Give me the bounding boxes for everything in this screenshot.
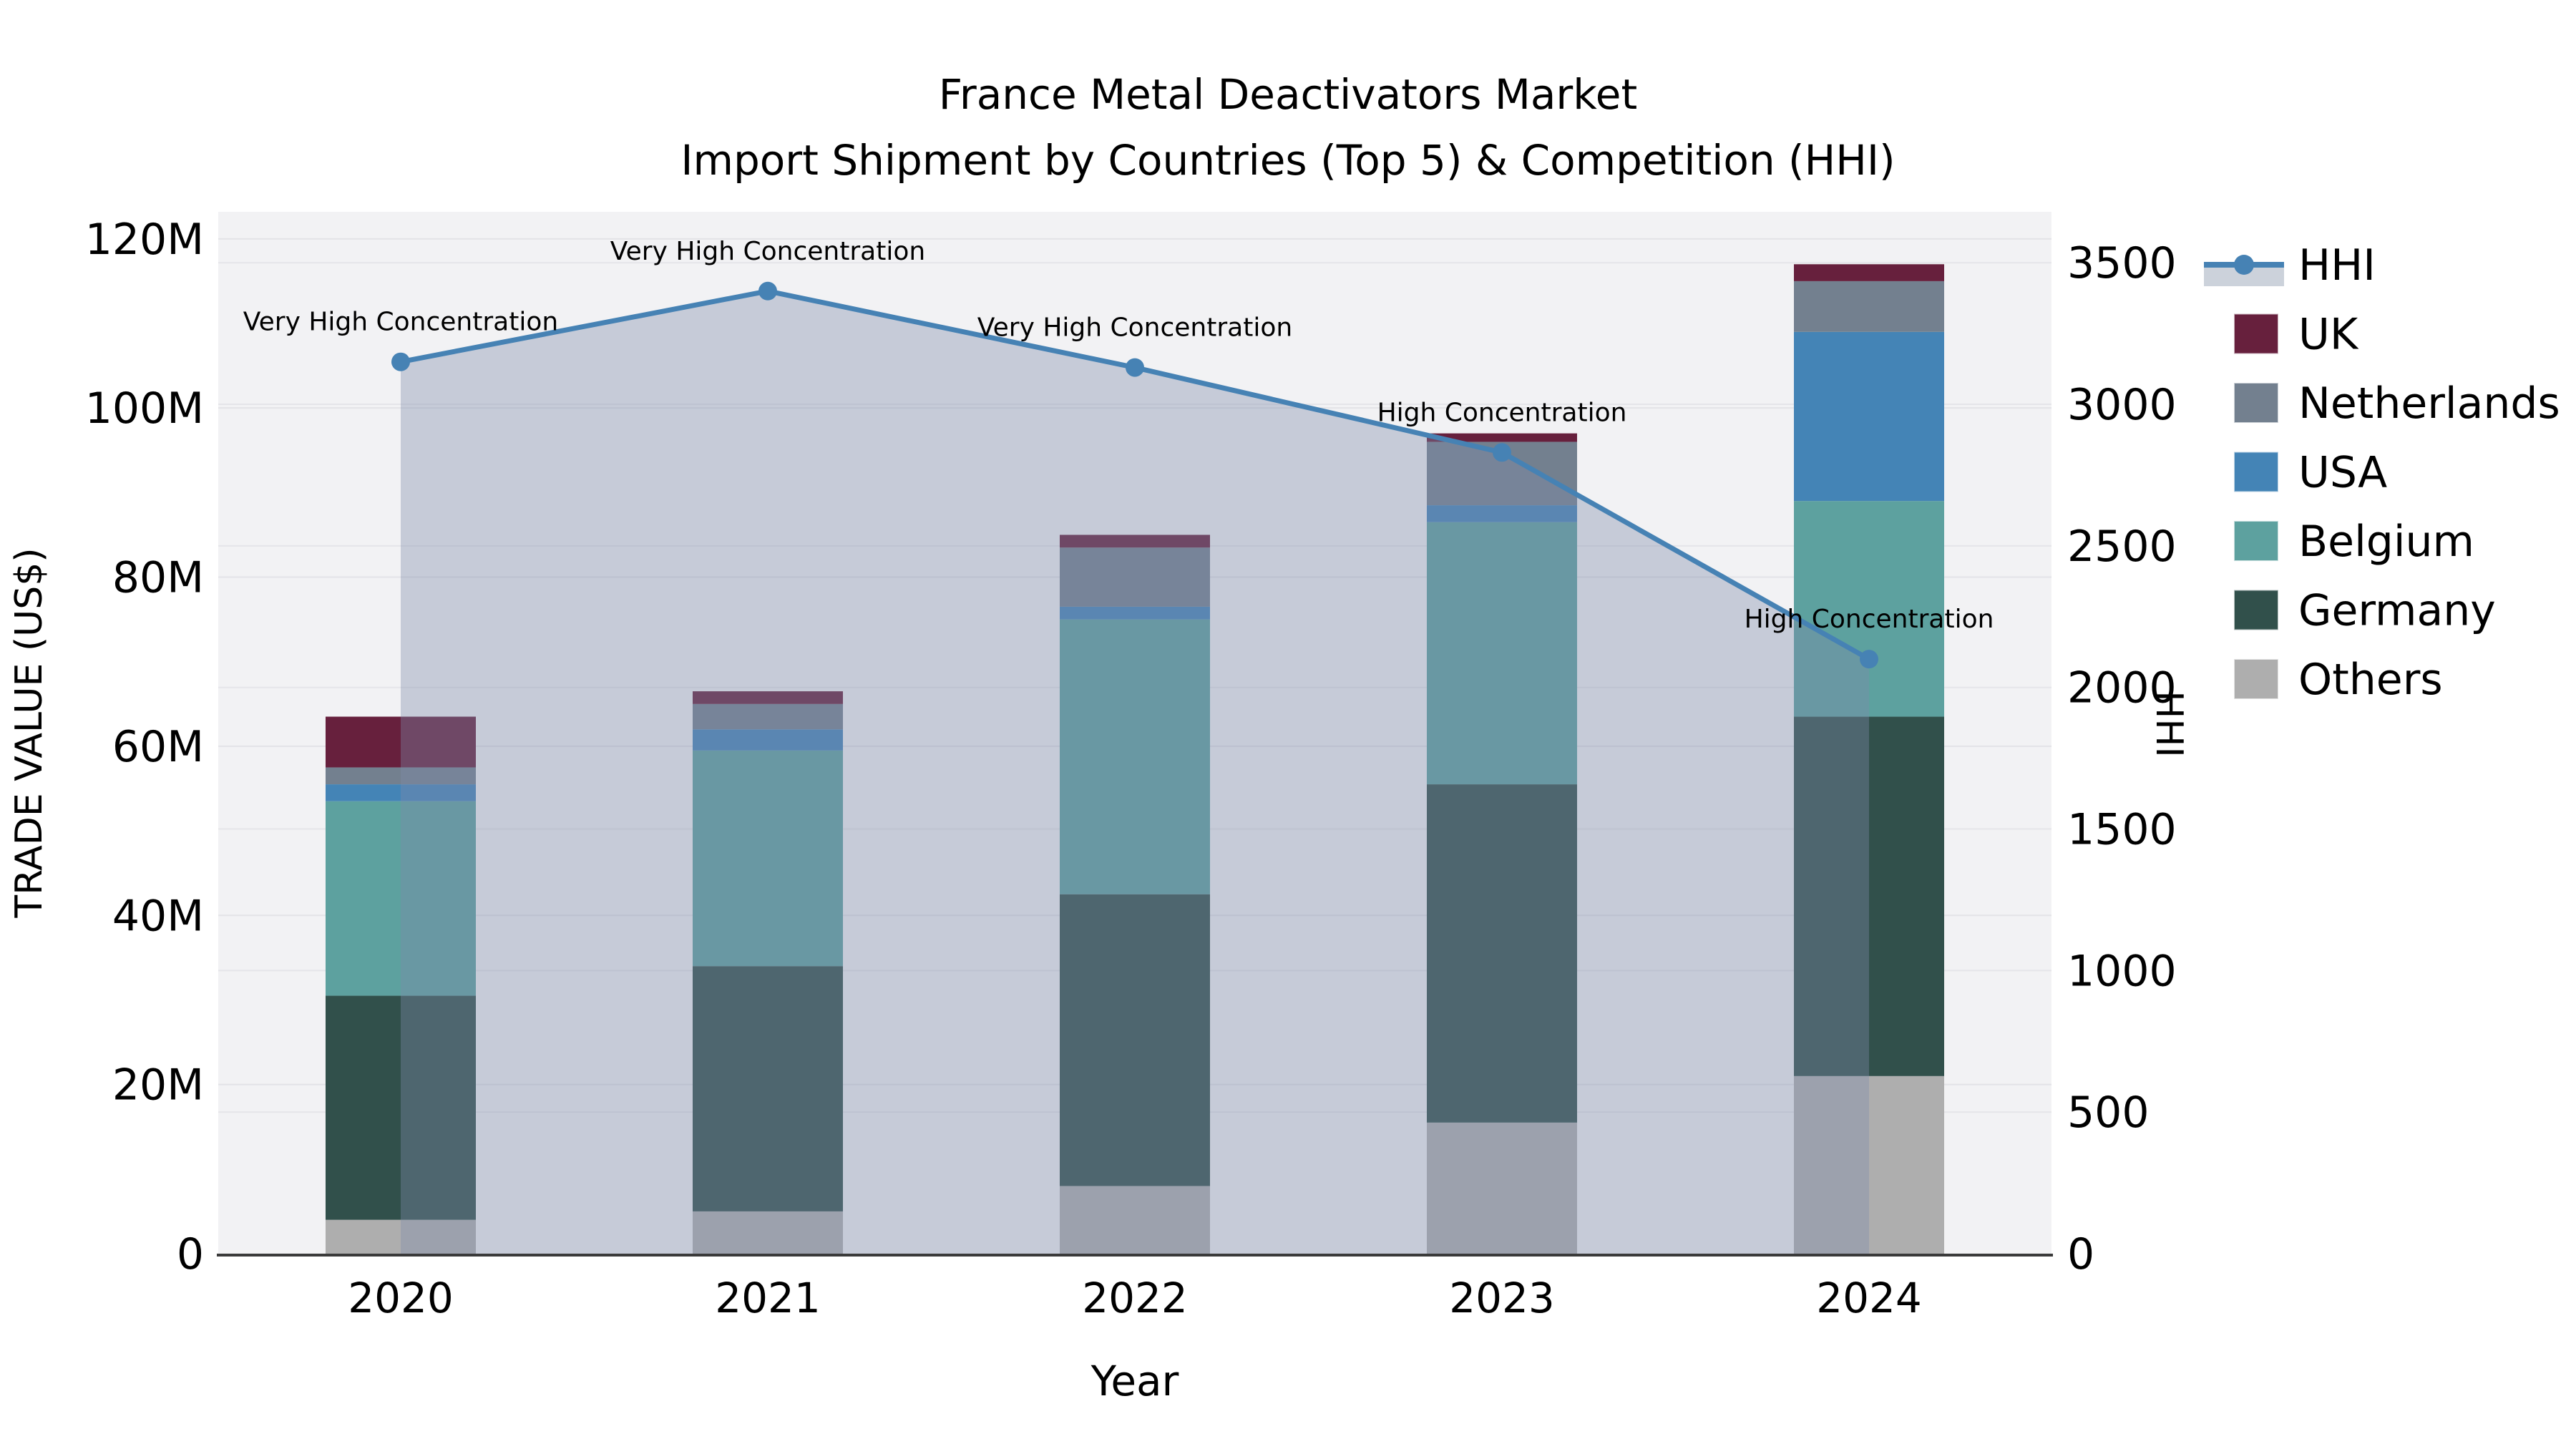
bar-segment-others-2020 — [326, 1219, 476, 1254]
hhi-area-fill — [401, 291, 1869, 1254]
hhi-marker-2023 — [1493, 443, 1511, 462]
bar-segment-uk-2020 — [326, 716, 476, 768]
y-left-tick-20M: 20M — [112, 1060, 204, 1111]
legend-swatch-belgium — [2233, 520, 2279, 562]
annotations-layer: Very High Concentration Very High Concent… — [243, 237, 1994, 634]
legend-swatch-uk — [2233, 313, 2279, 355]
legend-item-others: Others — [2233, 655, 2443, 705]
bar-segment-belgium-2023 — [1427, 522, 1577, 785]
hhi-area-layer — [401, 291, 1869, 1254]
hhi-marker-2020 — [391, 352, 410, 371]
chart-title-line1: France Metal Deactivators Market — [939, 70, 1637, 119]
bar-segment-belgium-2024 — [1794, 501, 1944, 717]
y-right-tick-2500: 2500 — [2067, 522, 2177, 572]
y-left-tick-60M: 60M — [112, 722, 204, 772]
legend-item-belgium: Belgium — [2233, 517, 2474, 567]
x-tick-2023: 2023 — [1449, 1274, 1555, 1322]
legend: HHI UK Netherlands USA Belgium Germany Others — [2204, 240, 2560, 705]
bar-segment-uk-2021 — [693, 691, 843, 704]
annotation-2021: Very High Concentration — [610, 237, 925, 266]
annotation-2022: Very High Concentration — [977, 313, 1292, 343]
legend-hhi-marker-sample — [2234, 255, 2254, 275]
y-left-tick-40M: 40M — [112, 891, 204, 941]
y-left-axis-title: TRADE VALUE (US$) — [8, 547, 51, 918]
legend-swatch-netherlands — [2233, 382, 2279, 424]
tick-labels-layer: 0 20M 40M 60M 80M 100M 120M 0 500 1000 1500 2000 250… — [85, 215, 2177, 1322]
bar-segment-usa-2024 — [1794, 331, 1944, 502]
y-right-tick-2000: 2000 — [2067, 663, 2177, 713]
x-axis-title: Year — [1091, 1357, 1179, 1405]
hhi-marker-2021 — [758, 281, 777, 301]
annotation-2023: High Concentration — [1377, 398, 1627, 427]
bar-segment-germany-2024 — [1794, 716, 1944, 1076]
bar-segment-others-2024 — [1794, 1075, 1944, 1254]
y-right-tick-3000: 3000 — [2067, 380, 2177, 430]
bar-segment-belgium-2020 — [326, 801, 476, 996]
x-tick-2020: 2020 — [348, 1274, 454, 1322]
bar-segment-belgium-2021 — [693, 750, 843, 967]
legend-label-usa: USA — [2298, 448, 2387, 498]
y-right-tick-3500: 3500 — [2067, 238, 2177, 288]
y-right-tick-1500: 1500 — [2067, 805, 2177, 855]
bar-segment-uk-2024 — [1794, 264, 1944, 281]
bar-segment-usa-2020 — [326, 784, 476, 801]
y-left-tick-80M: 80M — [112, 553, 204, 603]
bar-segment-germany-2020 — [326, 995, 476, 1220]
chart-title-line2: Import Shipment by Countries (Top 5) & C… — [680, 136, 1895, 185]
x-tick-2022: 2022 — [1082, 1274, 1188, 1322]
hhi-line-layer — [391, 281, 1878, 669]
hhi-marker-2022 — [1126, 358, 1144, 377]
legend-item-germany: Germany — [2233, 586, 2496, 636]
x-tick-2021: 2021 — [715, 1274, 821, 1322]
bar-segment-belgium-2022 — [1060, 619, 1210, 894]
bar-segment-usa-2021 — [693, 729, 843, 751]
hhi-marker-2024 — [1860, 650, 1878, 669]
bar-segment-usa-2023 — [1427, 505, 1577, 522]
y-left-tick-120M: 120M — [85, 215, 204, 265]
bar-segment-netherlands-2024 — [1794, 280, 1944, 332]
bar-segment-usa-2022 — [1060, 606, 1210, 620]
bar-segment-others-2023 — [1427, 1122, 1577, 1254]
bar-segment-germany-2022 — [1060, 894, 1210, 1186]
y-left-tick-0: 0 — [177, 1229, 204, 1279]
bar-segment-netherlands-2020 — [326, 767, 476, 785]
x-tick-2024: 2024 — [1816, 1274, 1922, 1322]
legend-item-usa: USA — [2233, 448, 2387, 498]
legend-swatch-usa — [2233, 451, 2279, 493]
annotation-2020: Very High Concentration — [243, 308, 558, 337]
bar-segment-netherlands-2021 — [693, 703, 843, 730]
bar-segment-germany-2023 — [1427, 784, 1577, 1123]
y-left-tick-100M: 100M — [85, 384, 204, 434]
y-right-tick-500: 500 — [2067, 1088, 2150, 1138]
bar-segment-others-2022 — [1060, 1186, 1210, 1254]
bar-segment-germany-2021 — [693, 966, 843, 1211]
legend-item-netherlands: Netherlands — [2233, 379, 2560, 429]
legend-label-hhi: HHI — [2298, 240, 2376, 291]
bar-segment-uk-2022 — [1060, 535, 1210, 548]
legend-item-hhi: HHI — [2204, 240, 2376, 291]
legend-label-netherlands: Netherlands — [2298, 379, 2560, 429]
legend-swatch-others — [2233, 658, 2279, 700]
annotation-2024: High Concentration — [1745, 605, 1994, 634]
y-right-axis-title: HHI — [2147, 691, 2190, 758]
y-right-tick-0: 0 — [2067, 1229, 2094, 1279]
legend-label-others: Others — [2298, 655, 2443, 705]
legend-swatch-germany — [2233, 589, 2279, 631]
bar-segment-others-2021 — [693, 1211, 843, 1254]
legend-label-germany: Germany — [2298, 586, 2496, 636]
bar-segment-uk-2023 — [1427, 433, 1577, 442]
y-right-tick-1000: 1000 — [2067, 946, 2177, 996]
legend-label-belgium: Belgium — [2298, 517, 2474, 567]
bar-segment-netherlands-2022 — [1060, 547, 1210, 607]
legend-item-uk: UK — [2233, 310, 2359, 360]
stacked-bars-layer — [326, 264, 1944, 1254]
legend-label-uk: UK — [2298, 310, 2359, 360]
